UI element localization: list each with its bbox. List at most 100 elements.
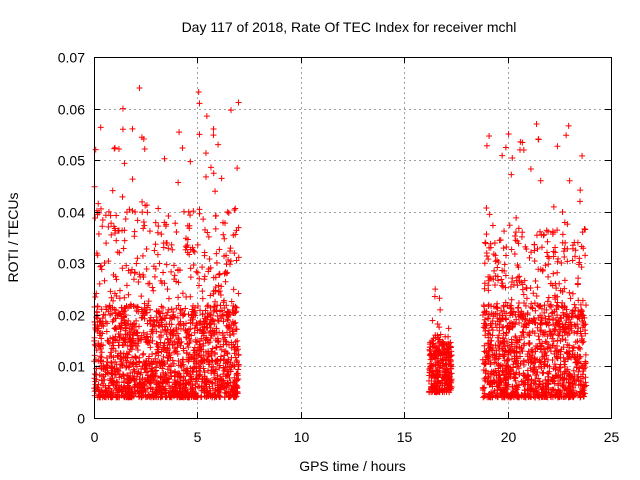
data-point: [98, 205, 105, 212]
data-point: [232, 354, 239, 361]
data-point: [575, 275, 582, 282]
data-point: [494, 391, 501, 398]
data-point: [145, 298, 152, 305]
data-point: [136, 84, 143, 91]
data-point: [132, 208, 139, 215]
data-point: [179, 290, 186, 297]
data-point: [432, 347, 439, 354]
data-point: [175, 302, 182, 309]
data-point: [92, 326, 99, 333]
data-point: [508, 319, 515, 326]
data-point: [98, 306, 105, 313]
data-point: [537, 346, 544, 353]
data-point: [105, 223, 112, 230]
data-point: [204, 367, 211, 374]
data-point: [128, 376, 135, 383]
data-point: [510, 308, 517, 315]
data-point: [559, 208, 566, 215]
data-point: [174, 344, 181, 351]
data-point: [554, 312, 561, 319]
data-point: [145, 378, 152, 385]
data-point: [447, 387, 454, 394]
data-point: [535, 314, 542, 321]
data-point: [187, 265, 194, 272]
data-point: [559, 336, 566, 343]
data-point: [537, 328, 544, 335]
data-point: [526, 254, 533, 261]
data-point: [122, 390, 129, 397]
data-point: [533, 343, 540, 350]
data-point: [98, 335, 105, 342]
data-point: [429, 317, 436, 324]
data-point: [531, 367, 538, 374]
data-point: [511, 251, 518, 258]
data-point: [118, 313, 125, 320]
data-point: [229, 361, 236, 368]
data-point: [433, 387, 440, 394]
data-point: [111, 371, 118, 378]
data-point: [196, 282, 203, 289]
data-point: [524, 351, 531, 358]
data-point: [533, 292, 540, 299]
data-point: [482, 239, 489, 246]
data-point: [535, 266, 542, 273]
data-point: [492, 342, 499, 349]
data-point: [554, 143, 561, 150]
data-point: [126, 348, 133, 355]
data-point: [529, 318, 536, 325]
data-point: [498, 307, 505, 314]
data-point: [513, 277, 520, 284]
data-point: [207, 324, 214, 331]
data-point: [187, 158, 194, 165]
data-point: [566, 389, 573, 396]
data-point: [206, 321, 213, 328]
data-point: [165, 245, 172, 252]
data-point: [513, 316, 520, 323]
data-point: [200, 340, 207, 347]
data-point: [138, 293, 145, 300]
data-point: [491, 267, 498, 274]
data-point: [233, 227, 240, 234]
data-point: [107, 377, 114, 384]
data-point: [538, 327, 545, 334]
data-point: [116, 323, 123, 330]
data-point: [572, 247, 579, 254]
data-point: [573, 330, 580, 337]
data-point: [131, 228, 138, 235]
data-point: [556, 364, 563, 371]
data-point: [569, 290, 576, 297]
data-point: [235, 99, 242, 106]
data-point: [571, 301, 578, 308]
data-point: [508, 296, 515, 303]
data-point: [228, 344, 235, 351]
data-point: [525, 340, 532, 347]
data-point: [506, 320, 513, 327]
data-point: [120, 341, 127, 348]
data-point: [183, 243, 190, 250]
data-point: [186, 336, 193, 343]
data-point: [487, 378, 494, 385]
data-point: [439, 342, 446, 349]
data-point: [175, 358, 182, 365]
data-point: [575, 344, 582, 351]
data-point: [553, 348, 560, 355]
data-point: [215, 141, 222, 148]
data-point: [144, 331, 151, 338]
data-point: [428, 362, 435, 369]
data-point: [489, 393, 496, 400]
data-point: [145, 280, 152, 287]
data-point: [555, 255, 562, 262]
data-point: [156, 380, 163, 387]
data-point: [495, 332, 502, 339]
data-point: [541, 302, 548, 309]
data-point: [177, 318, 184, 325]
data-point: [97, 345, 104, 352]
data-point: [213, 259, 220, 266]
data-point: [535, 303, 542, 310]
data-point: [439, 374, 446, 381]
data-point: [503, 380, 510, 387]
data-point: [206, 256, 213, 263]
data-point: [96, 280, 103, 287]
data-point: [212, 212, 219, 219]
data-point: [161, 155, 168, 162]
